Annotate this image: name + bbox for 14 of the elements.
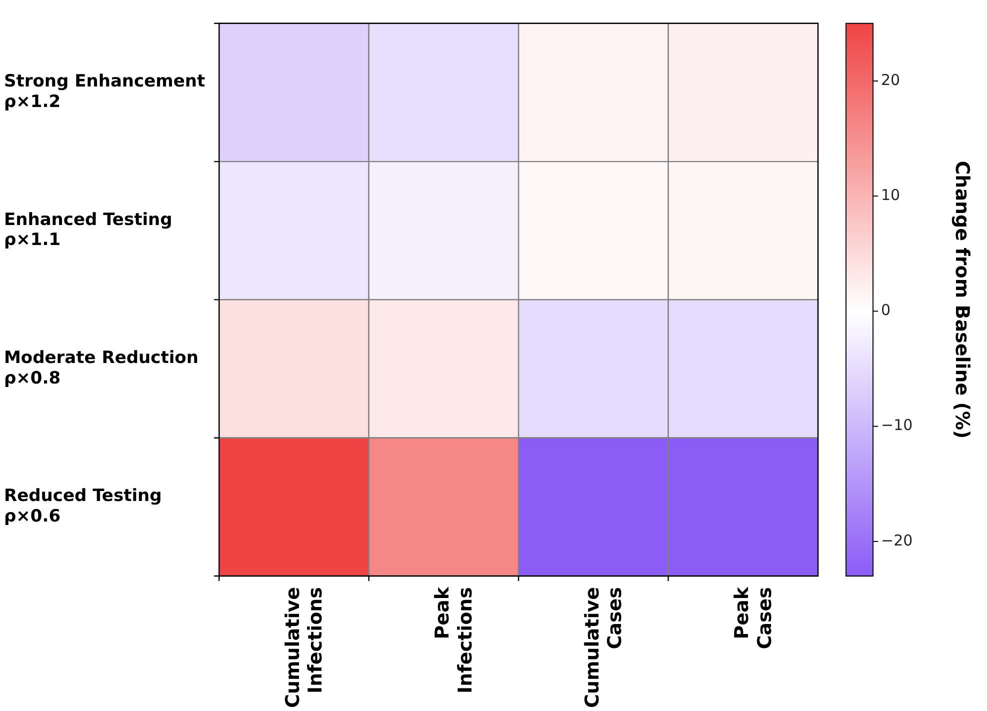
x-tick-label: Peak Infections xyxy=(432,586,476,694)
y-tick-label: Moderate Reduction ρ×0.8 xyxy=(4,348,198,388)
y-tick-label: Enhanced Testing ρ×1.1 xyxy=(4,210,172,250)
x-tick-label: Peak Cases xyxy=(731,586,776,650)
color-bar-label: 10 xyxy=(881,186,900,204)
x-tick-label: Cumulative Cases xyxy=(581,587,626,708)
color-bar-label: 0 xyxy=(881,301,891,320)
y-tick-label: Strong Enhancement ρ×1.2 xyxy=(4,72,206,112)
color-bar-label: −10 xyxy=(881,416,913,434)
x-tick-label: Cumulative Infections xyxy=(282,587,327,708)
color-bar-label: 20 xyxy=(881,70,900,89)
y-tick-label: Reduced Testing ρ×0.6 xyxy=(4,486,162,527)
color-bar-title: Change from Baseline (%) xyxy=(951,160,974,439)
color-bar-label: −20 xyxy=(881,531,913,550)
